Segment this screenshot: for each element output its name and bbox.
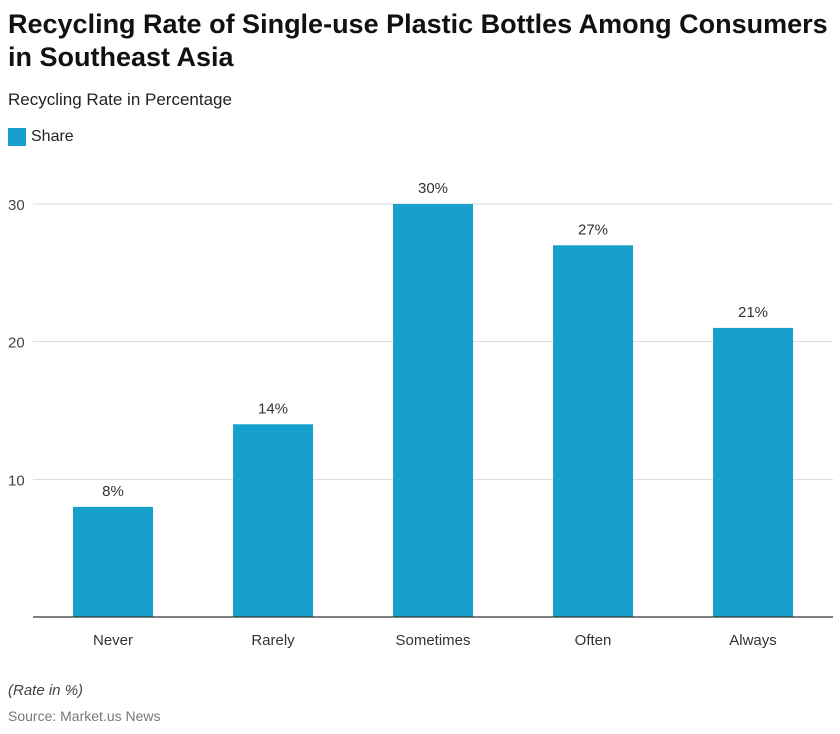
y-tick-label: 30 <box>8 197 25 214</box>
x-tick-label: Never <box>93 632 133 649</box>
bar <box>393 204 473 617</box>
chart-title: Recycling Rate of Single-use Plastic Bot… <box>8 9 828 72</box>
data-label: 27% <box>578 221 608 238</box>
x-tick-label: Often <box>575 632 612 649</box>
legend-swatch <box>8 128 26 146</box>
data-label: 30% <box>418 180 448 197</box>
x-tick-label: Rarely <box>251 632 295 649</box>
bar <box>233 424 313 617</box>
x-tick-label: Sometimes <box>395 632 470 649</box>
data-label: 8% <box>102 483 124 500</box>
bar <box>713 327 793 617</box>
chart-source: Source: Market.us News <box>8 708 161 724</box>
chart-subtitle: Recycling Rate in Percentage <box>8 90 232 109</box>
y-tick-label: 10 <box>8 472 25 489</box>
chart-note: (Rate in %) <box>8 682 84 699</box>
legend: Share <box>8 128 74 146</box>
data-label: 14% <box>258 400 288 417</box>
y-tick-label: 20 <box>8 335 25 352</box>
legend-label: Share <box>31 128 74 145</box>
bar <box>73 506 153 617</box>
data-label: 21% <box>738 304 768 321</box>
x-tick-label: Always <box>729 632 777 649</box>
bar <box>553 245 633 618</box>
